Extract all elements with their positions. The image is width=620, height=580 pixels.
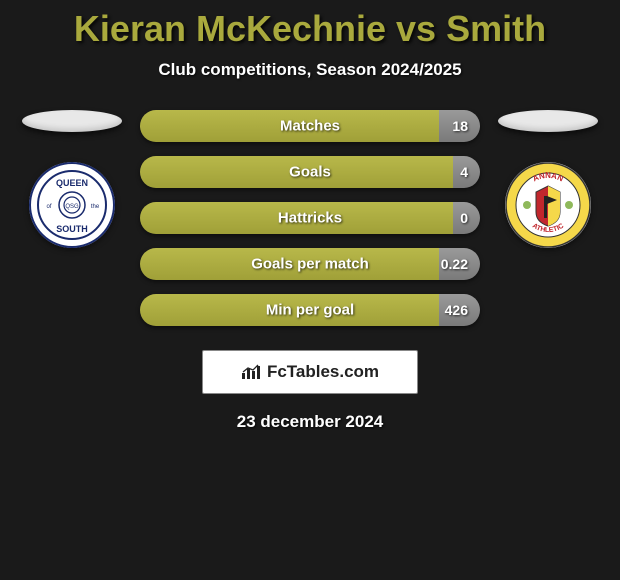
- stat-value-right: 0.22: [441, 256, 468, 272]
- queen-of-the-south-crest-icon: QUEEN SOUTH of the QSG: [29, 162, 115, 248]
- stat-value-right: 4: [460, 164, 468, 180]
- player-left-column: QUEEN SOUTH of the QSG: [22, 110, 122, 248]
- player-right-avatar-placeholder: [498, 110, 598, 132]
- stat-value-right: 0: [460, 210, 468, 226]
- player-right-column: ANNAN ATHLETIC: [498, 110, 598, 248]
- page-title: Kieran McKechnie vs Smith: [0, 8, 620, 50]
- stat-label: Min per goal: [266, 302, 354, 319]
- svg-text:the: the: [91, 204, 100, 210]
- club-crest-left: QUEEN SOUTH of the QSG: [29, 162, 115, 248]
- svg-text:QSG: QSG: [65, 204, 79, 210]
- stat-value-right: 18: [452, 118, 468, 134]
- stats-list: Matches 18 Goals 4 Hattricks 0 Goals per match…: [140, 110, 480, 326]
- player-left-avatar-placeholder: [22, 110, 122, 132]
- svg-text:SOUTH: SOUTH: [56, 224, 88, 234]
- club-crest-right: ANNAN ATHLETIC: [505, 162, 591, 248]
- annan-athletic-crest-icon: ANNAN ATHLETIC: [505, 162, 591, 248]
- stat-row: Hattricks 0: [140, 202, 480, 234]
- stat-row: Goals per match 0.22: [140, 248, 480, 280]
- brand-suffix: Tables.com: [287, 362, 379, 381]
- stat-label: Matches: [280, 118, 340, 135]
- fctables-attribution: FcTables.com: [202, 350, 418, 394]
- stat-row: Min per goal 426: [140, 294, 480, 326]
- stat-row: Matches 18: [140, 110, 480, 142]
- comparison-panel: QUEEN SOUTH of the QSG Matches 18 Goals 4 Ha…: [0, 110, 620, 326]
- stat-label: Hattricks: [278, 210, 342, 227]
- brand-prefix: Fc: [267, 362, 287, 381]
- subtitle: Club competitions, Season 2024/2025: [0, 60, 620, 80]
- svg-text:QUEEN: QUEEN: [56, 178, 88, 188]
- stat-value-right: 426: [445, 302, 468, 318]
- svg-text:of: of: [46, 204, 51, 210]
- stat-row: Goals 4: [140, 156, 480, 188]
- brand-text: FcTables.com: [267, 362, 379, 382]
- stat-label: Goals: [289, 164, 331, 181]
- bar-chart-icon: [241, 364, 261, 380]
- generation-date: 23 december 2024: [0, 412, 620, 432]
- stat-label: Goals per match: [251, 256, 369, 273]
